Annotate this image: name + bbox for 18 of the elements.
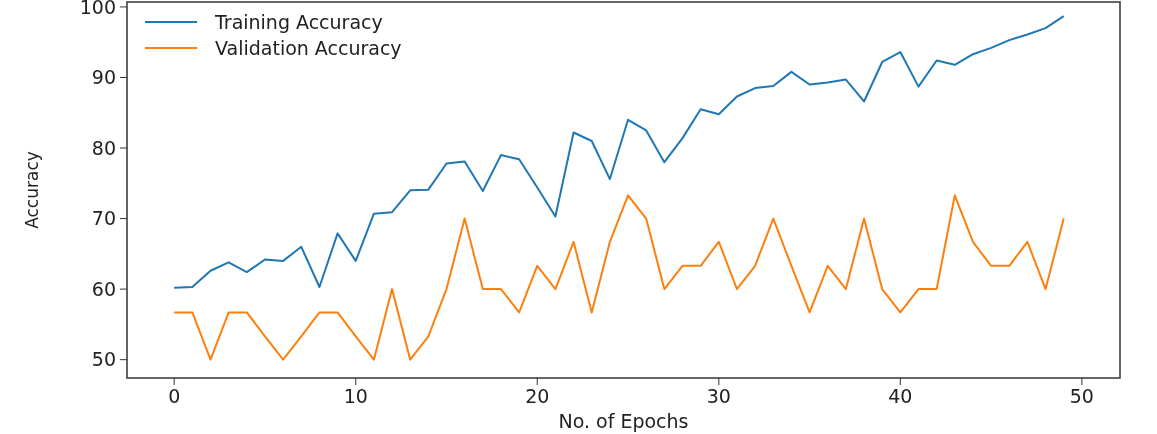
x-tick-label: 30 (706, 385, 731, 407)
x-axis-title: No. of Epochs (558, 410, 689, 432)
x-tick-label: 20 (525, 385, 550, 407)
y-tick-label: 80 (91, 136, 116, 159)
x-tick-label: 40 (888, 385, 913, 407)
y-tick-label: 60 (91, 277, 116, 300)
y-tick-label: 50 (91, 348, 116, 371)
legend-label: Training Accuracy (214, 10, 383, 33)
line-series (173, 15, 1065, 289)
y-axis-title: Accuracy (22, 151, 42, 229)
y-tick-label: 100 (79, 0, 116, 18)
x-tick-label: 50 (1069, 385, 1094, 407)
x-tick-label: 10 (343, 385, 368, 407)
y-tick-label: 90 (91, 66, 116, 89)
line-series (173, 194, 1065, 361)
legend-label: Validation Accuracy (215, 36, 402, 59)
y-tick-label: 70 (91, 207, 116, 230)
x-tick-label: 0 (168, 385, 181, 407)
